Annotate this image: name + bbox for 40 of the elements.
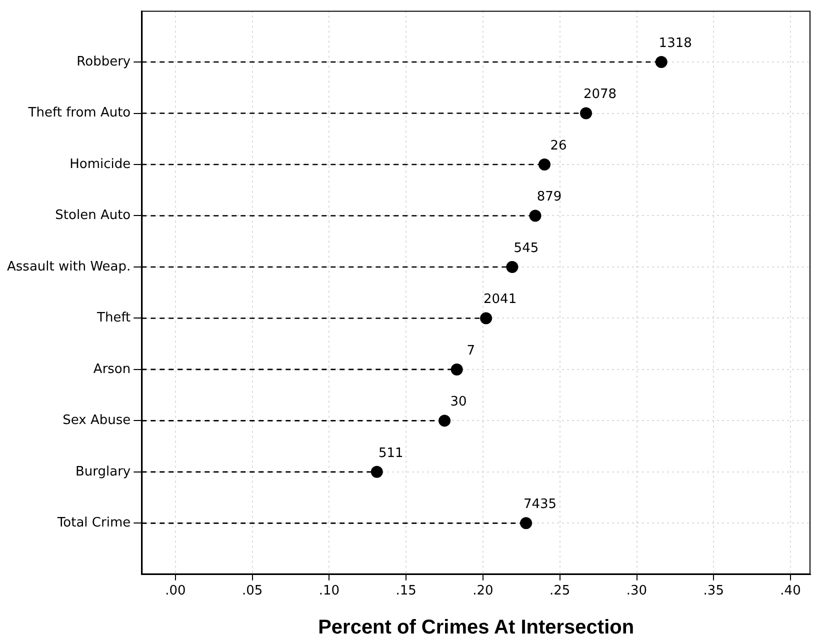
- x-tick-label: .40: [780, 584, 801, 599]
- annotation: 7: [466, 343, 475, 358]
- annotation: 1318: [658, 36, 692, 51]
- x-tick-label: .15: [396, 584, 416, 599]
- point: [450, 363, 463, 376]
- point: [438, 414, 451, 427]
- point: [480, 312, 492, 324]
- point: [580, 107, 592, 120]
- x-tick-label: .10: [318, 584, 340, 599]
- x-tick-label: .20: [472, 584, 494, 599]
- annotation: 545: [514, 240, 539, 256]
- annotation: 30: [450, 394, 467, 410]
- annotation: 2078: [583, 87, 617, 102]
- point: [370, 466, 383, 478]
- y-tick-label: Burglary: [75, 464, 131, 480]
- y-tick-label: Theft: [96, 310, 131, 326]
- annotation: 511: [378, 446, 404, 461]
- annotation: 879: [536, 190, 562, 205]
- point: [538, 158, 550, 171]
- y-tick-label: Sex Abuse: [62, 413, 131, 428]
- annotation: 26: [550, 138, 567, 154]
- x-tick-label: .05: [242, 584, 263, 599]
- x-tick-label: .25: [550, 584, 570, 599]
- x-tick-label: .30: [626, 584, 648, 599]
- x-tick-label: .00: [165, 584, 186, 599]
- point: [506, 260, 518, 273]
- point: [520, 517, 532, 530]
- annotation: 2041: [484, 292, 517, 308]
- y-tick-label: Theft from Auto: [27, 106, 131, 121]
- x-tick-label: .35: [703, 584, 724, 599]
- y-tick-label: Robbery: [76, 54, 131, 70]
- y-tick-label: Assault with Weap.: [7, 259, 131, 274]
- point: [655, 56, 668, 68]
- y-tick-label: Total Crime: [56, 516, 131, 531]
- x-axis-title: Percent of Crimes At Intersection: [318, 616, 634, 639]
- y-tick-label: Homicide: [70, 156, 131, 172]
- point: [529, 210, 542, 222]
- annotation: 7435: [523, 497, 557, 512]
- y-tick-label: Arson: [93, 362, 131, 377]
- y-tick-label: Stolen Auto: [55, 208, 131, 224]
